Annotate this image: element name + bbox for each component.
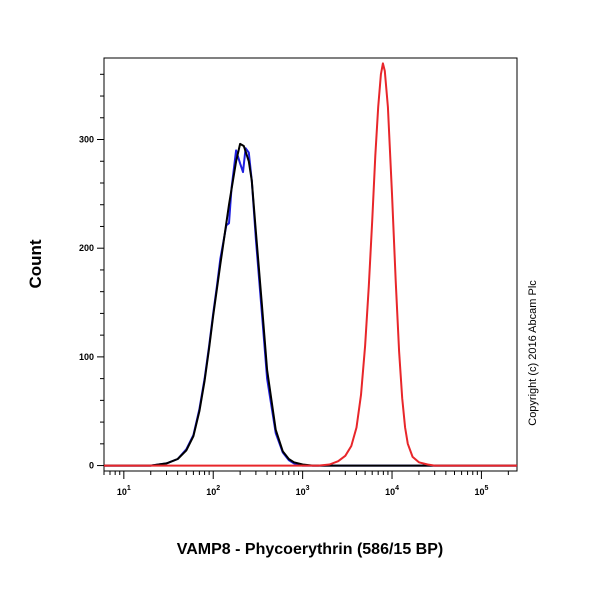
x-tick-label: 101 <box>117 485 131 497</box>
x-tick-label: 103 <box>296 485 310 497</box>
y-tick-label: 300 <box>79 135 94 145</box>
y-tick-label: 100 <box>79 352 94 362</box>
x-tick-label: 102 <box>206 485 220 497</box>
histogram-series-2 <box>104 142 517 467</box>
x-tick-label: 105 <box>474 485 488 497</box>
y-tick-label: 200 <box>79 243 94 253</box>
y-axis: 0 100 200 300 <box>79 73 104 471</box>
copyright-watermark: Copyright (c) 2016 Abcam Plc <box>527 280 539 426</box>
plot-frame <box>103 57 518 472</box>
y-tick-label: 0 <box>89 461 94 471</box>
x-tick-label: 104 <box>385 485 399 497</box>
histogram-series-3 <box>104 62 517 467</box>
x-axis: 101 102 103 104 105 <box>103 471 509 497</box>
y-axis-title: Count <box>26 239 45 288</box>
histogram-series-1 <box>104 147 517 467</box>
x-axis-title: VAMP8 - Phycoerythrin (586/15 BP) <box>177 541 443 558</box>
series-layer <box>104 62 517 467</box>
